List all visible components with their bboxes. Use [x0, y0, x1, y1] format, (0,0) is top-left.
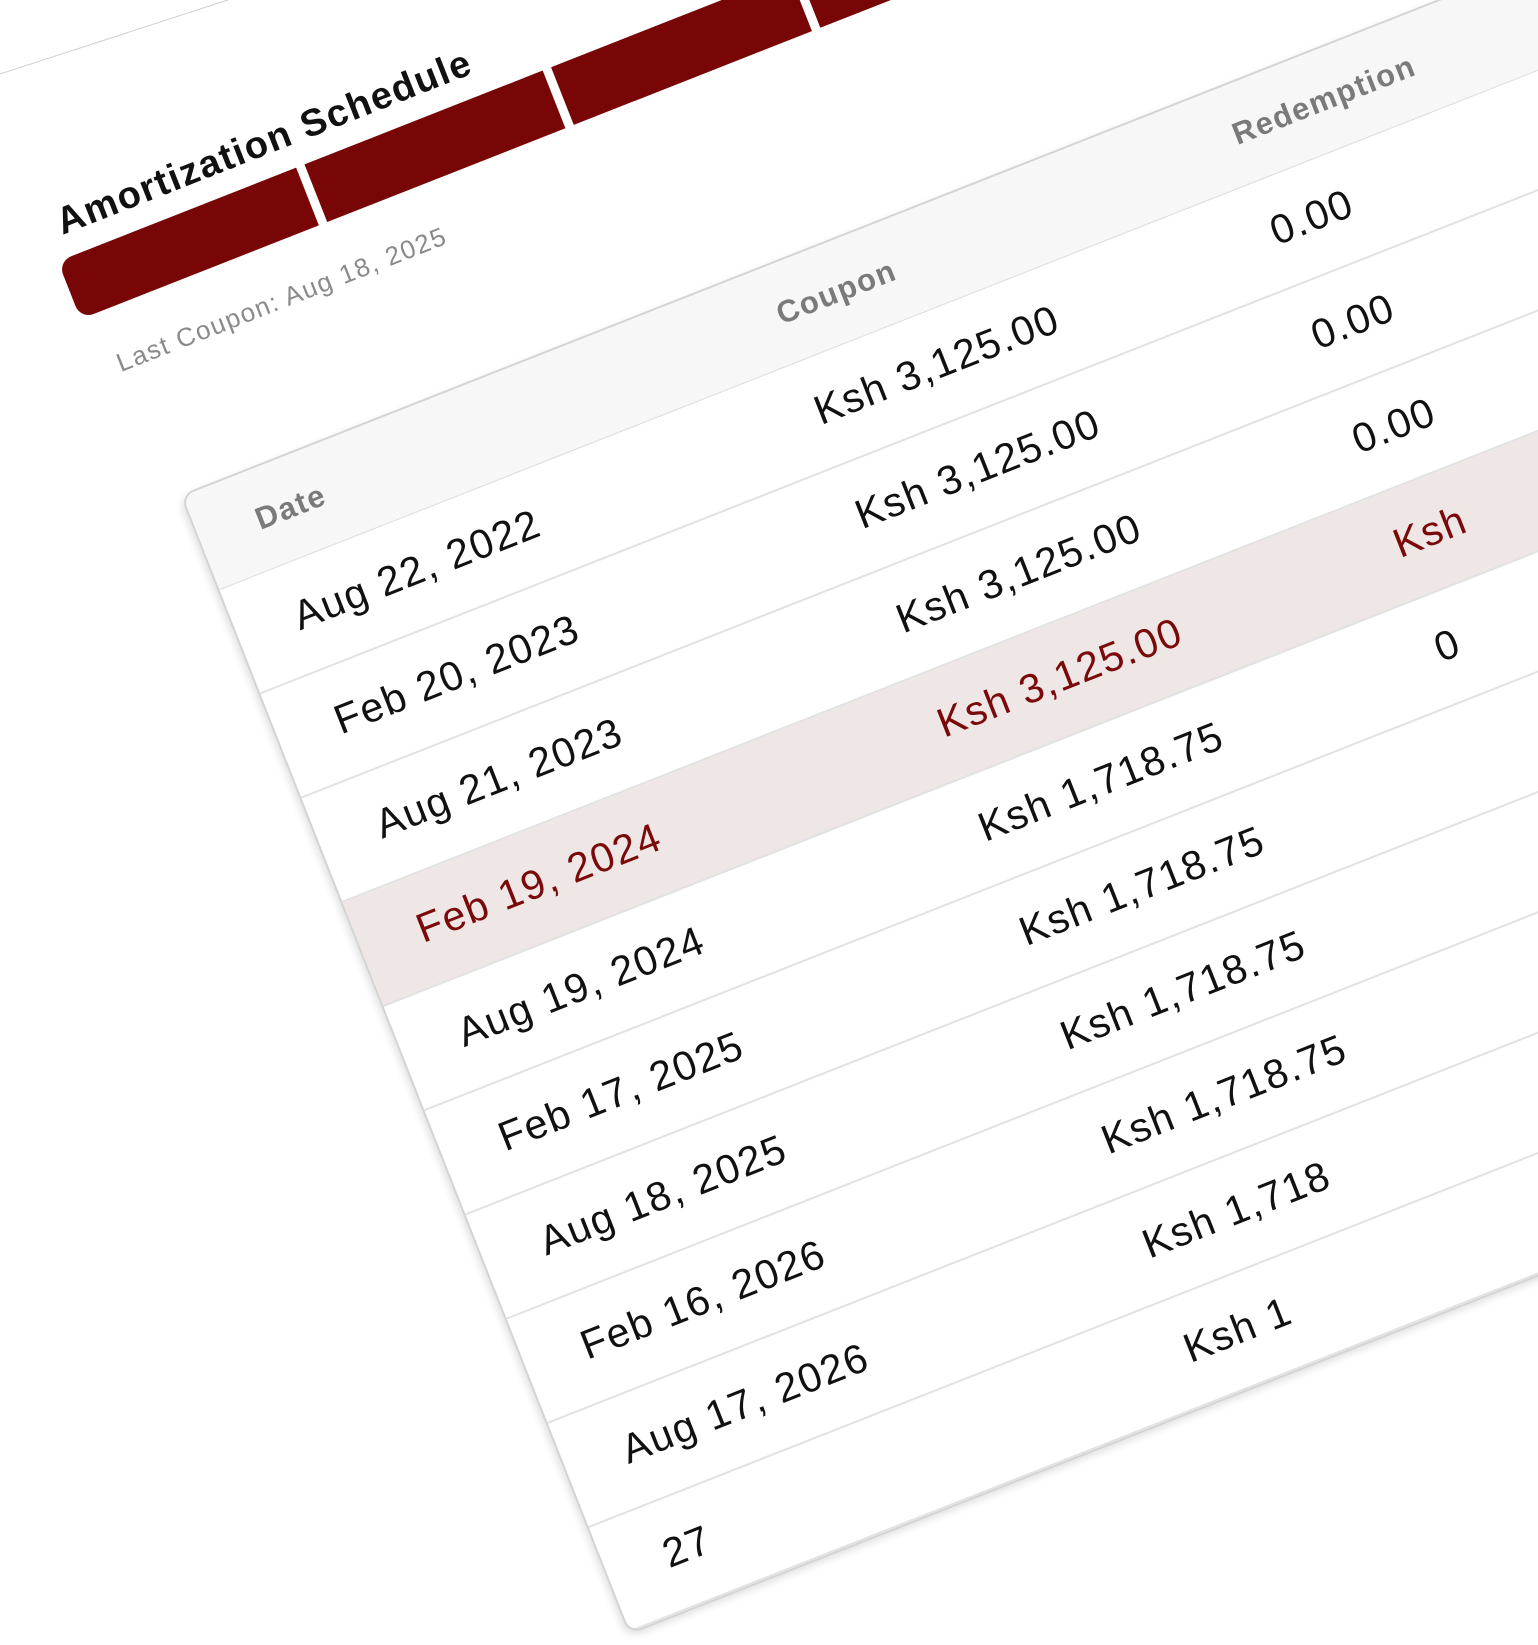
redemption-cell: 0.00: [1345, 388, 1443, 463]
progress-segment: [797, 0, 1059, 28]
header-coupon[interactable]: Coupon: [771, 252, 902, 332]
redemption-cell: Ksh: [1386, 496, 1474, 567]
progress-segment: [551, 0, 812, 125]
card-edge: [0, 0, 266, 81]
coupon-cell: Ksh 1: [1176, 1287, 1299, 1372]
redemption-cell: 0.00: [1263, 179, 1361, 254]
redemption-cell: 0: [1427, 619, 1468, 671]
redemption-cell: 0.00: [1304, 283, 1402, 359]
date-cell: 27: [655, 1516, 718, 1577]
header-date[interactable]: Date: [250, 477, 332, 537]
